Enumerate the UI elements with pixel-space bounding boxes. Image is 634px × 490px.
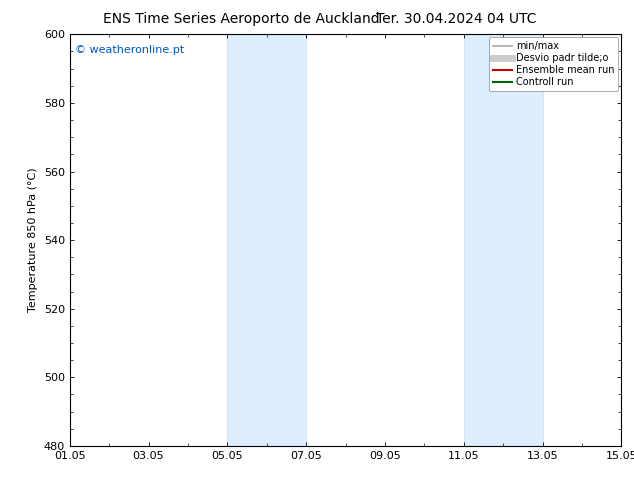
Bar [463,34,543,446]
Text: © weatheronline.pt: © weatheronline.pt [75,45,184,54]
Text: Ter. 30.04.2024 04 UTC: Ter. 30.04.2024 04 UTC [376,12,537,26]
Bar [228,34,306,446]
Legend: min/max, Desvio padr tilde;o, Ensemble mean run, Controll run: min/max, Desvio padr tilde;o, Ensemble m… [489,37,618,91]
Text: ENS Time Series Aeroporto de Auckland: ENS Time Series Aeroporto de Auckland [103,12,379,26]
Y-axis label: Temperature 850 hPa (°C): Temperature 850 hPa (°C) [28,168,38,313]
